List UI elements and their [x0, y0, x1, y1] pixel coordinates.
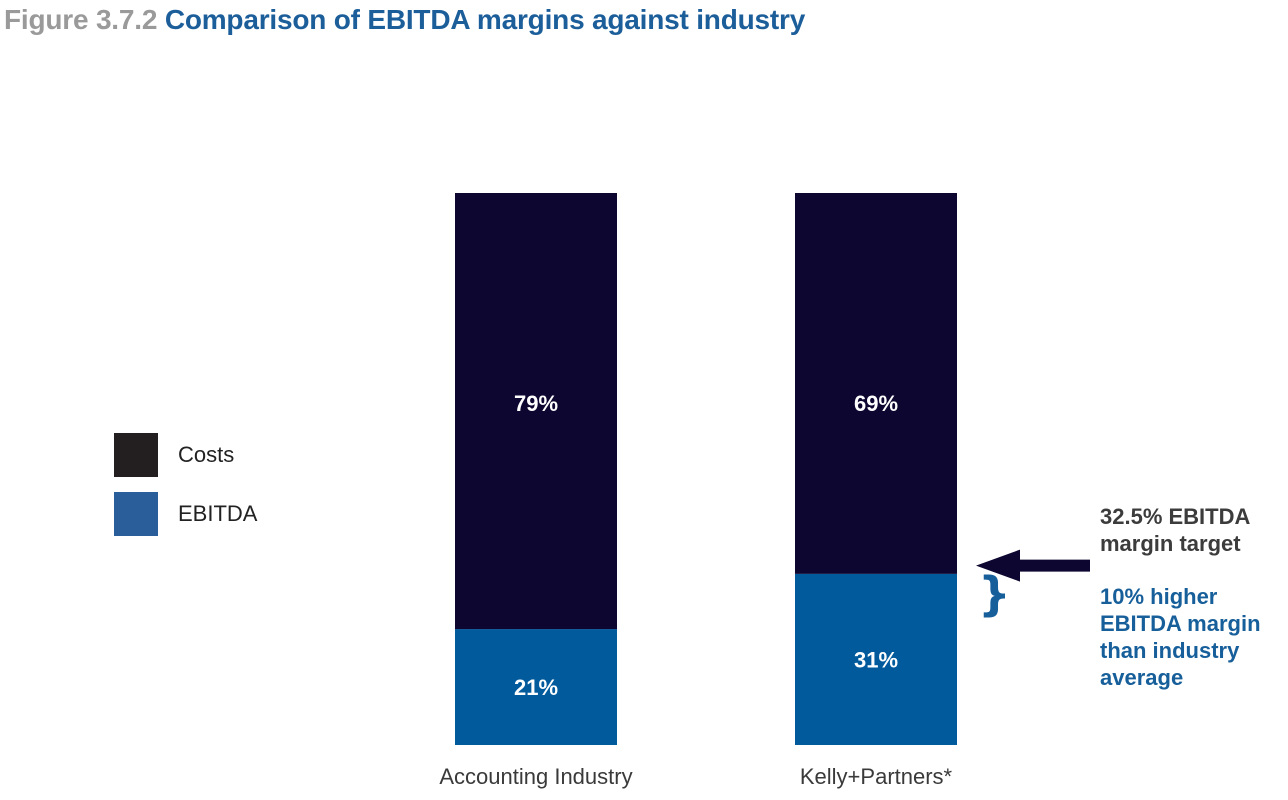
higher-margin-line-3: than industry — [1100, 638, 1240, 663]
margin-target-line-1: 32.5% EBITDA — [1100, 504, 1251, 529]
higher-margin-line-1: 10% higher — [1100, 584, 1218, 609]
legend-swatch-ebitda — [114, 492, 158, 536]
data-label-ebitda-kelly-partners: 31% — [854, 647, 898, 672]
higher-margin-line-4: average — [1100, 665, 1184, 690]
chart-title: Comparison of EBITDA margins against ind… — [164, 4, 806, 35]
higher-margin-line-2: EBITDA margin — [1100, 611, 1261, 636]
difference-brace: } — [978, 567, 1011, 621]
data-label-ebitda-accounting-industry: 21% — [514, 675, 558, 700]
bar-costs-kelly-partners — [795, 193, 957, 574]
higher-margin-annotation: 10% higher EBITDA margin than industry a… — [1100, 583, 1261, 691]
legend-label-ebitda: EBITDA — [178, 501, 258, 526]
data-label-costs-kelly-partners: 69% — [854, 391, 898, 416]
figure-number: Figure 3.7.2 — [4, 4, 158, 35]
bar-ebitda-kelly-partners — [795, 573, 957, 745]
bar-ebitda-accounting-industry — [455, 629, 617, 745]
legend-swatch-costs — [114, 433, 158, 477]
margin-target-annotation: 32.5% EBITDA margin target — [1100, 503, 1250, 557]
legend-label-costs: Costs — [178, 442, 235, 467]
bar-costs-accounting-industry — [455, 193, 617, 630]
page-title: Figure 3.7.2 Comparison of EBITDA margin… — [4, 4, 805, 36]
legend-item-ebitda: EBITDA — [114, 492, 257, 536]
category-label-kelly-partners: Kelly+Partners* — [800, 764, 953, 789]
margin-target-line-2: margin target — [1100, 531, 1241, 556]
data-label-costs-accounting-industry: 79% — [514, 391, 558, 416]
legend-item-costs: Costs — [114, 433, 234, 477]
target-arrow — [976, 549, 1090, 582]
category-label-accounting-industry: Accounting Industry — [439, 764, 632, 789]
